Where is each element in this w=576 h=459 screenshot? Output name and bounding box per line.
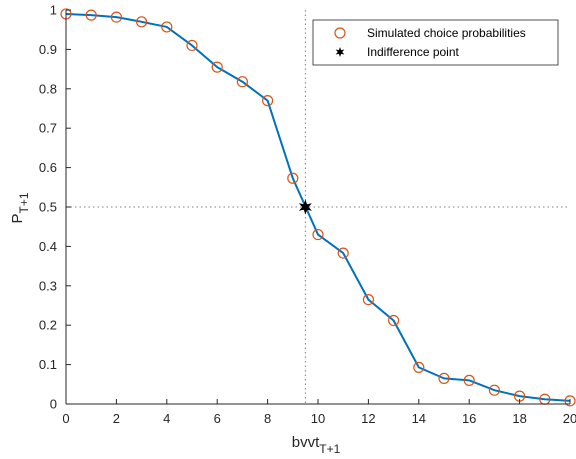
data-point-simulated — [186, 39, 198, 52]
y-tick-label: 0.2 — [39, 318, 57, 333]
x-tick-label: 6 — [214, 411, 221, 426]
x-tick-label: 12 — [361, 411, 375, 426]
y-tick-label: 0.3 — [39, 278, 57, 293]
data-point-simulated — [488, 384, 500, 396]
data-point-simulated — [564, 395, 576, 407]
y-tick-label: 0.9 — [39, 42, 57, 57]
data-point-indifference — [298, 199, 312, 215]
data-point-simulated — [388, 314, 400, 327]
legend-marker-simulated — [334, 27, 346, 39]
data-point-simulated — [110, 11, 123, 23]
data-point-simulated — [287, 172, 299, 184]
data-point-simulated — [438, 372, 450, 384]
data-point-simulated — [362, 293, 374, 306]
x-tick-label: 20 — [563, 411, 576, 426]
y-tick-label: 0.8 — [39, 81, 57, 96]
data-point-simulated — [337, 247, 349, 259]
y-tick-label: 0.7 — [39, 121, 57, 136]
legend-label-simulated: Simulated choice probabilities — [367, 26, 526, 40]
y-tick-label: 0.6 — [39, 160, 57, 175]
data-point-simulated — [312, 228, 324, 241]
series-layer — [60, 8, 576, 407]
legend-box — [312, 19, 559, 66]
x-tick-label: 2 — [113, 411, 120, 426]
x-tick-label: 4 — [163, 411, 170, 426]
x-tick-label: 14 — [412, 411, 426, 426]
y-axis-label: PT+1 — [9, 192, 31, 223]
y-tick-label: 1 — [50, 3, 57, 18]
data-point-simulated — [85, 9, 97, 21]
legend-label-indifference: Indifference point — [367, 45, 460, 59]
y-tick-label: 0 — [50, 397, 57, 412]
x-tick-label: 18 — [512, 411, 526, 426]
x-tick-label: 0 — [62, 411, 69, 426]
data-point-simulated — [136, 16, 148, 28]
x-axis-label: bvvtT+1 — [292, 434, 341, 456]
data-point-simulated — [161, 21, 173, 33]
legend-marker-indifference — [335, 47, 345, 57]
x-tick-label: 8 — [264, 411, 271, 426]
axes: 0 2 4 6 8 10 12 14 16 18 20 0 0.1 0.2 0.3 0.4 0.5 0.6 0.7 0… — [39, 3, 576, 427]
data-point-simulated — [211, 61, 223, 73]
data-point-simulated — [413, 361, 425, 373]
data-point-simulated — [236, 76, 248, 88]
x-tick-label: 16 — [462, 411, 476, 426]
series-line-simulated — [65, 12, 571, 402]
data-point-simulated — [262, 95, 274, 107]
legend: Simulated choice probabilities Indiffere… — [312, 19, 559, 66]
data-point-simulated — [463, 374, 475, 386]
x-tick-label: 10 — [311, 411, 325, 426]
y-tick-label: 0.4 — [39, 239, 57, 254]
y-tick-label: 0.1 — [39, 357, 57, 372]
reference-lines — [66, 10, 570, 404]
y-tick-label: 0.5 — [39, 200, 57, 215]
